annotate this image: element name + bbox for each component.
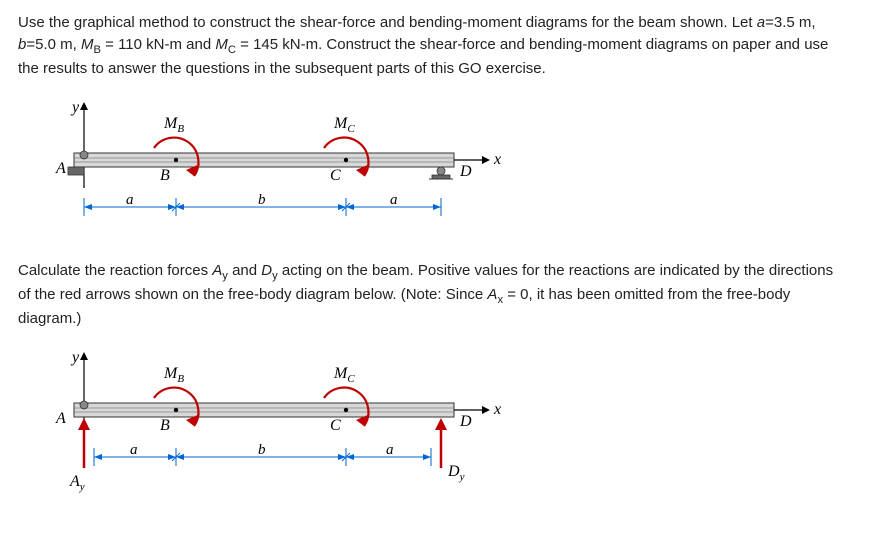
MC-label: MC bbox=[333, 115, 355, 135]
val-mc: = 145 kN-m. Construct the shear-force an… bbox=[236, 36, 828, 53]
problem-statement: Use the graphical method to construct th… bbox=[18, 12, 877, 80]
dim-a1b: a bbox=[130, 442, 138, 458]
Ay-label: Ay bbox=[69, 473, 85, 493]
t6: diagram.) bbox=[18, 310, 81, 327]
dim-bb: b bbox=[258, 442, 266, 458]
C-label2: C bbox=[330, 417, 341, 434]
Ax: Ax bbox=[487, 286, 503, 303]
dim-b: b bbox=[258, 192, 266, 208]
Dy: Dy bbox=[261, 262, 277, 279]
MC-label2: MC bbox=[333, 365, 355, 385]
text-line3: the results to answer the questions in t… bbox=[18, 60, 546, 77]
sym-mb: MB bbox=[81, 36, 101, 53]
A-label2: A bbox=[55, 410, 66, 427]
y-label2: y bbox=[70, 349, 80, 366]
t1: Calculate the reaction forces bbox=[18, 262, 212, 279]
Dy-label: Dy bbox=[447, 463, 465, 483]
val-mb: = 110 kN-m and bbox=[101, 36, 215, 53]
Ay: Ay bbox=[212, 262, 228, 279]
MB-label: MB bbox=[163, 115, 184, 135]
D-label: D bbox=[459, 163, 472, 180]
dim-a1: a bbox=[126, 192, 134, 208]
C-label: C bbox=[330, 167, 341, 184]
x-label2: x bbox=[493, 401, 501, 418]
dim-a2b: a bbox=[386, 442, 394, 458]
x-label: x bbox=[493, 151, 501, 168]
D-label2: D bbox=[459, 413, 472, 430]
sym-a: a bbox=[757, 14, 765, 31]
val-b: =5.0 m, bbox=[26, 36, 81, 53]
t5: = 0, it has been omitted from the free-b… bbox=[503, 286, 790, 303]
MB-label2: MB bbox=[163, 365, 184, 385]
y-label: y bbox=[70, 99, 80, 116]
sym-mc: MC bbox=[215, 36, 236, 53]
t2: and bbox=[228, 262, 261, 279]
B-label2: B bbox=[160, 417, 170, 434]
mid-paragraph: Calculate the reaction forces Ay and Dy … bbox=[18, 260, 877, 330]
text: Use the graphical method to construct th… bbox=[18, 14, 757, 31]
dim-a2: a bbox=[390, 192, 398, 208]
A-label: A bbox=[55, 160, 66, 177]
beam-diagram-2: y x A Ay MB B MC C D Dy a b a bbox=[46, 348, 877, 498]
t3: acting on the beam. Positive values for … bbox=[278, 262, 833, 279]
beam-diagram-1: y x A D MB B MC C a b a bbox=[46, 98, 877, 238]
val-a: =3.5 m, bbox=[765, 14, 815, 31]
B-label: B bbox=[160, 167, 170, 184]
t4: of the red arrows shown on the free-body… bbox=[18, 286, 487, 303]
